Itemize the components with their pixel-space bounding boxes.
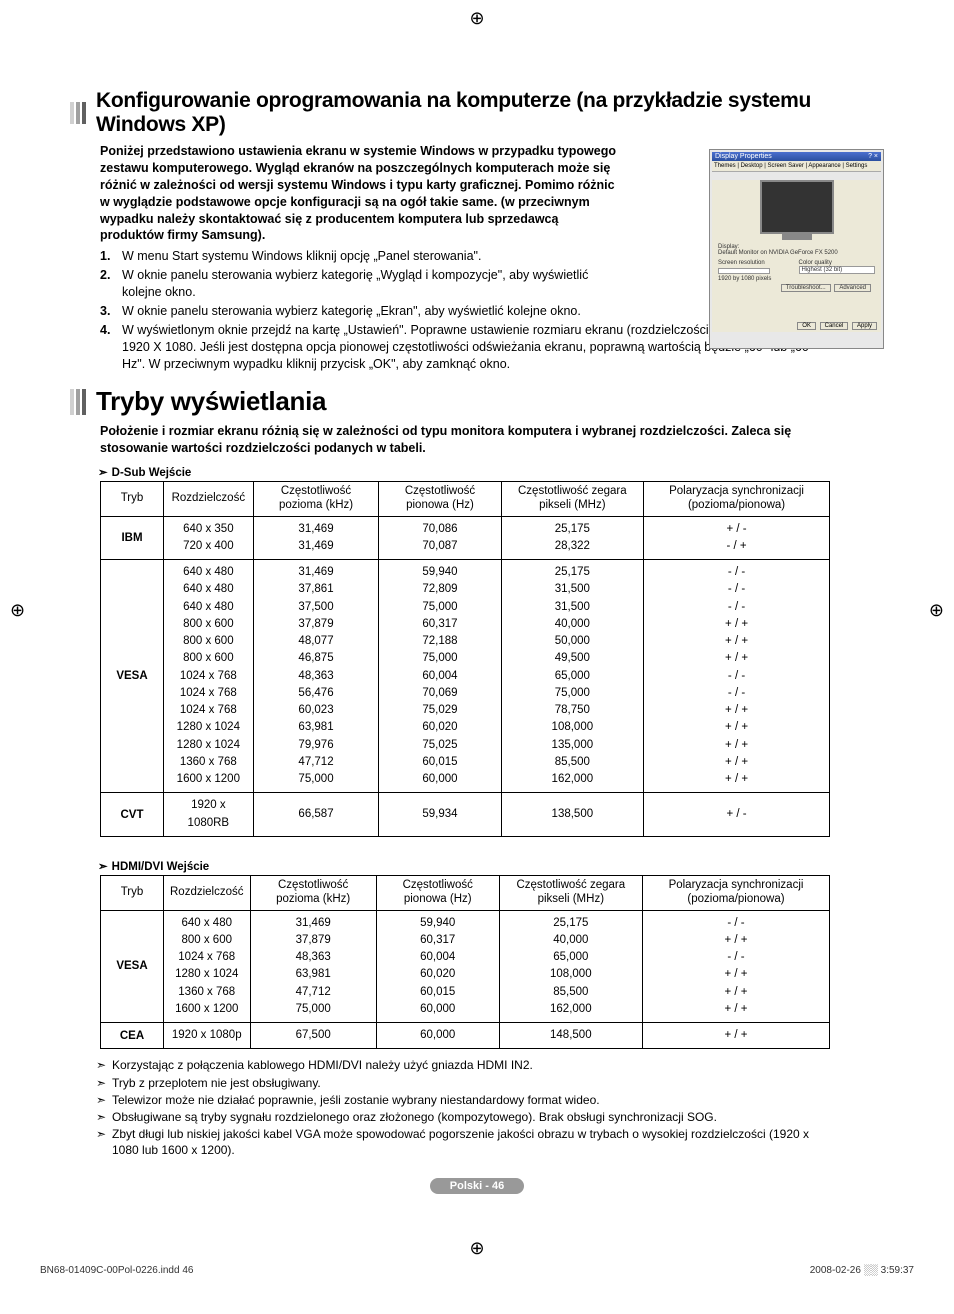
advanced-button: Advanced [834,284,871,292]
res-value: 1920 by 1080 pixels [718,276,795,282]
print-file: BN68-01409C-00Pol-0226.indd 46 [40,1265,193,1276]
section2-header: Tryby wyświetlania [70,386,884,417]
step-text: W menu Start systemu Windows kliknij opc… [122,248,622,265]
section2-intro: Położenie i rozmiar ekranu różnią się w … [100,423,820,457]
section1-intro: Poniżej przedstawiono ustawienia ekranu … [100,143,620,244]
quality-value: Highest (32 bit) [799,266,876,274]
page-content: Konfigurowanie oprogramowania na kompute… [0,29,954,1234]
header-bars-icon [70,102,88,124]
monitor-preview-icon [760,180,834,234]
cell-res: 640 x 350720 x 400 [164,516,254,560]
th-mode: Tryb [101,875,164,910]
hdmi-table: TrybRozdzielczośćCzęstotliwość pozioma (… [100,875,830,1049]
th-hfreq: Częstotliwość pozioma (kHz) [253,482,379,517]
th-hfreq: Częstotliwość pozioma (kHz) [250,875,376,910]
cell-mode: VESA [101,910,164,1023]
table-row: VESA640 x 480640 x 480640 x 480800 x 600… [101,560,830,793]
cell-res: 640 x 480800 x 6001024 x 7681280 x 10241… [164,910,251,1023]
table-row: CEA1920 x 1080p67,50060,000148,500+ / + [101,1023,830,1049]
th-vfreq: Częstotliwość pionowa (Hz) [379,482,501,517]
cell-sync: + / - [644,793,830,837]
step-number: 2. [100,267,122,301]
cell-mode: CEA [101,1023,164,1049]
cell-vfreq: 59,94060,31760,00460,02060,01560,000 [376,910,499,1023]
section1-header: Konfigurowanie oprogramowania na kompute… [70,89,884,137]
note-item: Tryb z przeplotem nie jest obsługiwany. [112,1075,832,1091]
table-row: CVT1920 x 1080RB66,58759,934138,500+ / - [101,793,830,837]
apply-button: Apply [852,322,877,330]
resolution-slider [718,268,770,274]
cell-sync: + / + [643,1023,830,1049]
display-properties-dialog: Display Properties ? × Themes | Desktop … [709,149,884,349]
cell-vfreq: 59,934 [379,793,501,837]
cell-res: 1920 x 1080RB [164,793,254,837]
cancel-button: Cancel [820,322,849,330]
step-number: 3. [100,303,122,320]
display-value: Default Monitor on NVIDIA GeForce FX 520… [718,250,875,256]
notes-list: Korzystając z połączenia kablowego HDMI/… [112,1057,832,1158]
dialog-title-text: Display Properties [715,153,772,160]
dialog-titlebar: Display Properties ? × [712,152,881,161]
cell-pixclock: 138,500 [501,793,644,837]
step-number: 1. [100,248,122,265]
cell-vfreq: 59,94072,80975,00060,31772,18875,00060,0… [379,560,501,793]
section1-title: Konfigurowanie oprogramowania na kompute… [96,89,884,137]
th-res: Rozdzielczość [164,875,251,910]
cell-pixclock: 25,17531,50031,50040,00050,00049,50065,0… [501,560,644,793]
th-sync: Polaryzacja synchronizacji (pozioma/pion… [644,482,830,517]
section2-title: Tryby wyświetlania [96,386,326,417]
th-pixclock: Częstotliwość zegara pikseli (MHz) [499,875,642,910]
dialog-close-icon: ? × [868,153,878,160]
th-pixclock: Częstotliwość zegara pikseli (MHz) [501,482,644,517]
dsub-table: TrybRozdzielczośćCzęstotliwość pozioma (… [100,481,830,837]
th-res: Rozdzielczość [164,482,254,517]
note-item: Telewizor może nie działać poprawnie, je… [112,1092,832,1108]
cell-mode: IBM [101,516,164,560]
cell-hfreq: 31,46937,87948,36363,98147,71275,000 [250,910,376,1023]
cell-hfreq: 66,587 [253,793,379,837]
dialog-tabs: Themes | Desktop | Screen Saver | Appear… [712,161,881,172]
dialog-controls: Display: Default Monitor on NVIDIA GeFor… [712,242,881,296]
cell-sync: - / -- / -- / -+ / ++ / ++ / +- / -- / -… [644,560,830,793]
cell-pixclock: 25,17528,322 [501,516,644,560]
header-bars-icon [70,389,88,415]
crop-mark-bottom: ⊕ [0,1234,954,1263]
page-footer: Polski - 46 [70,1176,884,1194]
cell-mode: CVT [101,793,164,837]
print-footer: BN68-01409C-00Pol-0226.indd 46 2008-02-2… [0,1263,954,1296]
crop-mark-top: ⊕ [0,0,954,29]
note-item: Korzystając z połączenia kablowego HDMI/… [112,1057,832,1073]
cell-pixclock: 25,17540,00065,000108,00085,500162,000 [499,910,642,1023]
table-row: IBM640 x 350720 x 40031,46931,46970,0867… [101,516,830,560]
cell-hfreq: 31,46931,469 [253,516,379,560]
cell-sync: + / -- / + [644,516,830,560]
cell-hfreq: 31,46937,86137,50037,87948,07746,87548,3… [253,560,379,793]
cell-mode: VESA [101,560,164,793]
cell-vfreq: 60,000 [376,1023,499,1049]
cell-vfreq: 70,08670,087 [379,516,501,560]
cell-sync: - / -+ / +- / -+ / ++ / ++ / + [643,910,830,1023]
th-vfreq: Częstotliwość pionowa (Hz) [376,875,499,910]
note-item: Obsługiwane są tryby sygnału rozdzielone… [112,1109,832,1125]
step-number: 4. [100,322,122,373]
dialog-body: Display: Default Monitor on NVIDIA GeFor… [712,180,881,320]
cell-res: 640 x 480640 x 480640 x 480800 x 600800 … [164,560,254,793]
th-mode: Tryb [101,482,164,517]
print-timestamp: 2008-02-26 ░░ 3:59:37 [810,1265,914,1276]
dsub-label: D-Sub Wejście [112,465,884,479]
cell-hfreq: 67,500 [250,1023,376,1049]
cell-pixclock: 148,500 [499,1023,642,1049]
step-text: W oknie panelu sterowania wybierz katego… [122,267,622,301]
cell-res: 1920 x 1080p [164,1023,251,1049]
note-item: Zbyt długi lub niskiej jakości kabel VGA… [112,1126,832,1158]
th-sync: Polaryzacja synchronizacji (pozioma/pion… [643,875,830,910]
hdmi-label: HDMI/DVI Wejście [112,859,884,873]
res-label: Screen resolution [718,260,795,266]
ok-button: OK [797,322,816,330]
troubleshoot-button: Troubleshoot... [781,284,831,292]
page-number-pill: Polski - 46 [430,1178,524,1194]
step-text: W oknie panelu sterowania wybierz katego… [122,303,622,320]
table-row: VESA640 x 480800 x 6001024 x 7681280 x 1… [101,910,830,1023]
